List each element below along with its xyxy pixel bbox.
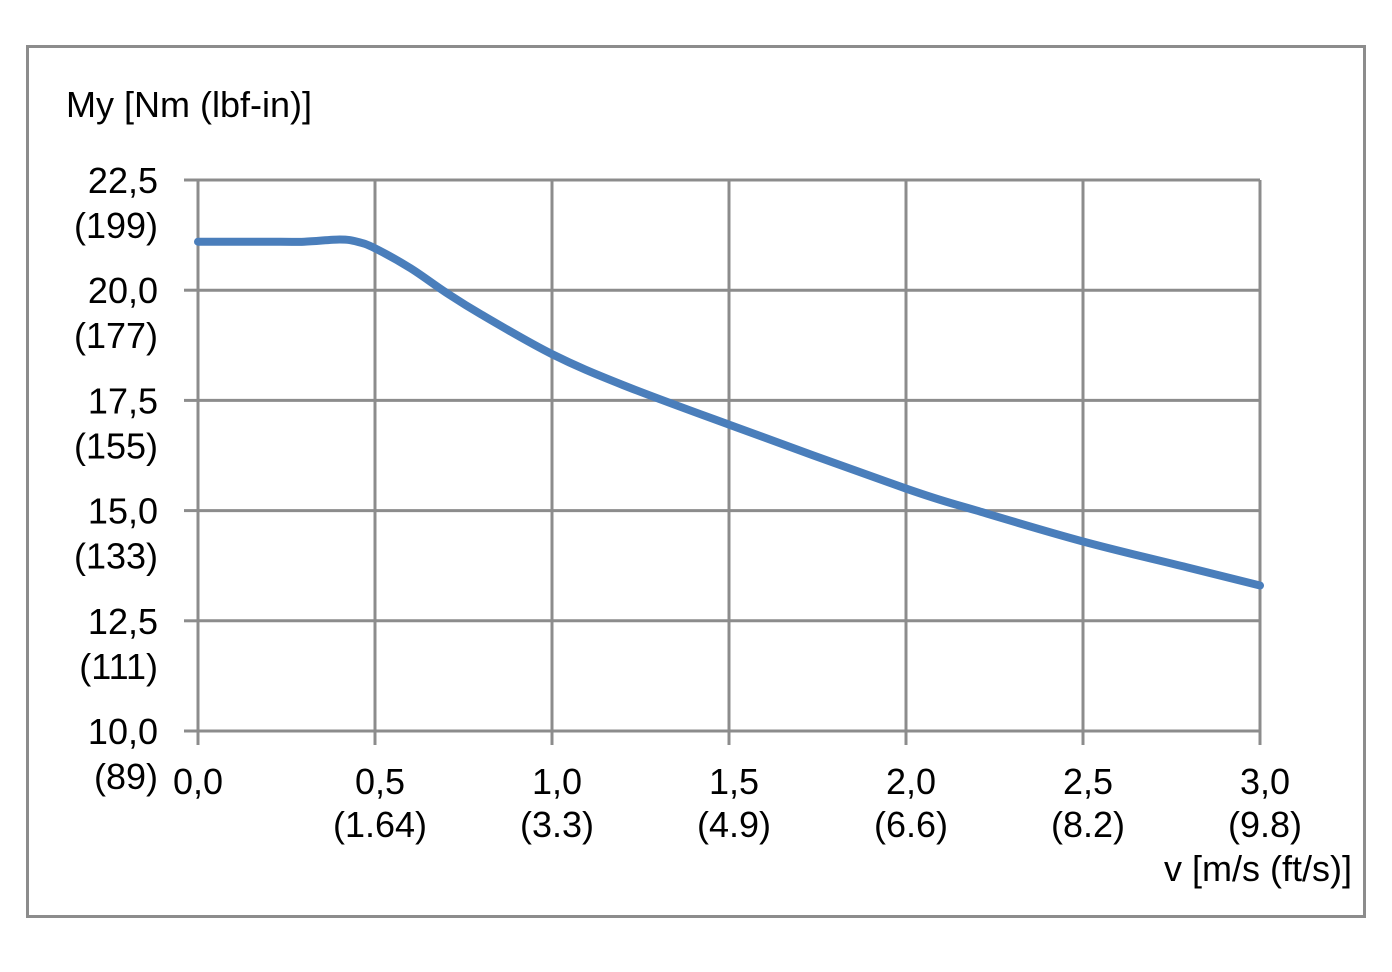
y-tick-label: 12,5	[88, 601, 158, 642]
y-tick-label: 10,0	[88, 711, 158, 752]
y-tick-label: 20,0	[88, 270, 158, 311]
y-tick-sublabel: (111)	[79, 646, 158, 687]
x-tick-label: 1,5	[709, 761, 759, 802]
x-tick-sublabel: (9.8)	[1228, 804, 1302, 845]
y-tick-sublabel: (155)	[74, 425, 158, 466]
x-tick-label: 0,0	[173, 761, 223, 802]
x-tick-sublabel: (6.6)	[874, 804, 948, 845]
series-layer	[194, 235, 1264, 590]
y-tick-sublabel: (199)	[74, 205, 158, 246]
x-tick-label: 0,5	[355, 761, 405, 802]
y-tick-sublabel: (133)	[74, 536, 158, 577]
x-tick-sublabel: (8.2)	[1051, 804, 1125, 845]
x-tick-label: 2,0	[886, 761, 936, 802]
axes	[184, 178, 1262, 745]
x-tick-sublabel: (3.3)	[520, 804, 594, 845]
y-tick-sublabel: (177)	[74, 315, 158, 356]
gridlines	[198, 178, 1262, 731]
tick-labels: 22,5(199) 20,0(177) 17,5(155) 15,0(133) 12,5…	[74, 160, 1302, 845]
x-tick-label: 2,5	[1063, 761, 1113, 802]
x-tick-label: 1,0	[532, 761, 582, 802]
chart-frame	[26, 45, 1366, 918]
x-tick-label: 3,0	[1240, 761, 1290, 802]
x-tick-sublabel: (1.64)	[333, 804, 427, 845]
y-axis-title: My [Nm (lbf-in)]	[66, 84, 312, 125]
y-tick-sublabel: (89)	[94, 756, 158, 797]
y-tick-label: 17,5	[88, 380, 158, 421]
y-tick-label: 22,5	[88, 160, 158, 201]
x-tick-sublabel: (4.9)	[697, 804, 771, 845]
series-line	[194, 235, 1264, 590]
y-tick-label: 15,0	[88, 491, 158, 532]
x-axis-title: v [m/s (ft/s)]	[1164, 848, 1352, 889]
